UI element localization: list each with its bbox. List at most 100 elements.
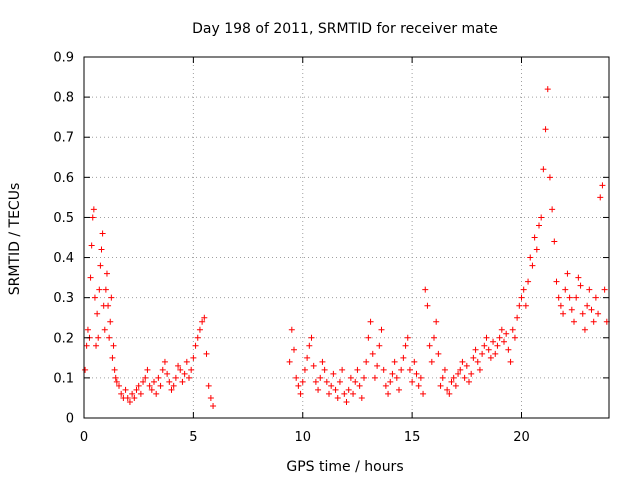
data-point — [479, 350, 486, 357]
data-point — [391, 358, 398, 365]
data-point — [91, 294, 98, 301]
data-point — [546, 174, 553, 181]
data-point — [455, 370, 462, 377]
data-point — [457, 366, 464, 373]
x-tick-label: 15 — [404, 430, 421, 445]
data-point — [118, 390, 125, 397]
data-point — [441, 366, 448, 373]
x-tick-label: 10 — [294, 430, 311, 445]
x-axis-title: GPS time / hours — [286, 459, 403, 475]
data-points — [82, 86, 610, 409]
data-point — [168, 386, 175, 393]
data-point — [560, 310, 567, 317]
data-point — [301, 366, 308, 373]
data-point — [501, 338, 507, 345]
data-point — [553, 278, 560, 285]
data-point — [522, 302, 529, 309]
data-point — [474, 358, 481, 365]
y-tick-label: 0.8 — [53, 91, 74, 106]
data-point — [88, 242, 95, 249]
data-point — [90, 206, 97, 213]
data-point — [93, 342, 100, 349]
data-point — [584, 302, 591, 309]
data-point — [312, 378, 319, 385]
data-point — [107, 318, 114, 325]
data-point — [181, 370, 188, 377]
data-point — [99, 230, 106, 237]
data-point — [317, 374, 324, 381]
data-point — [310, 362, 317, 369]
y-tick-label: 0.4 — [53, 251, 74, 266]
data-point — [557, 302, 564, 309]
data-point — [286, 358, 293, 365]
data-point — [358, 394, 365, 401]
data-point — [133, 386, 140, 393]
data-point — [428, 358, 435, 365]
data-point — [203, 350, 210, 357]
data-point — [424, 302, 431, 309]
data-point — [588, 306, 595, 313]
data-point — [494, 342, 501, 349]
data-point — [164, 370, 171, 377]
data-point — [105, 302, 112, 309]
data-point — [328, 382, 335, 389]
data-point — [109, 354, 116, 361]
data-point — [315, 386, 322, 393]
data-point — [483, 334, 490, 341]
data-point — [205, 382, 212, 389]
data-point — [330, 370, 337, 377]
data-point — [102, 286, 109, 293]
data-point — [356, 382, 363, 389]
data-point — [437, 382, 444, 389]
data-point — [144, 366, 151, 373]
data-point — [371, 374, 378, 381]
data-point — [103, 270, 110, 277]
data-point — [463, 362, 470, 369]
data-point — [293, 374, 300, 381]
data-point — [431, 334, 437, 341]
data-point — [490, 338, 497, 345]
data-point — [291, 346, 297, 353]
data-point — [140, 378, 147, 385]
data-point — [126, 398, 133, 405]
data-point — [112, 374, 119, 381]
data-point — [498, 326, 505, 333]
data-point — [177, 366, 184, 373]
data-point — [466, 378, 472, 385]
data-point — [461, 374, 468, 381]
data-point — [387, 378, 394, 385]
data-point — [382, 382, 389, 389]
data-point — [157, 382, 164, 389]
data-point — [385, 390, 392, 397]
grid — [84, 57, 609, 418]
data-point — [518, 294, 525, 301]
data-point — [188, 366, 195, 373]
data-point — [304, 354, 311, 361]
data-point — [378, 326, 385, 333]
data-point — [389, 370, 396, 377]
data-point — [496, 334, 503, 341]
data-point — [448, 378, 455, 385]
data-point — [166, 378, 173, 385]
x-tick-label: 5 — [189, 430, 197, 445]
data-point — [409, 378, 416, 385]
data-point — [352, 378, 359, 385]
data-point — [374, 362, 381, 369]
data-point — [341, 390, 348, 397]
data-point — [363, 358, 370, 365]
data-point — [142, 374, 149, 381]
data-point — [334, 394, 341, 401]
data-point — [194, 334, 201, 341]
data-point — [426, 342, 433, 349]
data-point — [183, 358, 190, 365]
y-tick-label: 0 — [66, 412, 74, 427]
data-point — [129, 390, 136, 397]
data-point — [485, 346, 492, 353]
data-point — [369, 350, 376, 357]
data-point — [577, 282, 584, 289]
data-point — [525, 278, 532, 285]
data-point — [299, 378, 306, 385]
data-point — [396, 386, 402, 393]
data-point — [207, 394, 214, 401]
data-point — [529, 262, 536, 269]
